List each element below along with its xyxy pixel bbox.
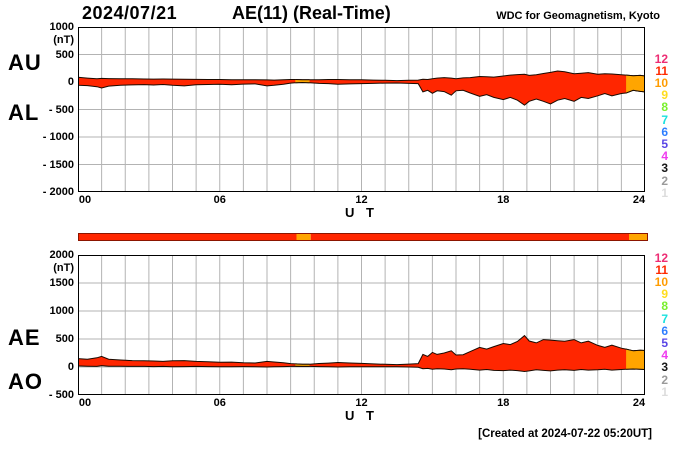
ytick-label: 2000 [49,249,74,261]
ytick-label: - 500 [48,389,74,401]
ytick-label: 1000 [49,21,74,33]
station-count-number: 1 [661,185,668,200]
xtick-label: 24 [632,397,646,409]
station-count-number: 11 [655,63,668,78]
status-colorbar [78,233,648,241]
au-label: AU [8,50,42,75]
unit-label: (nT) [53,262,74,274]
station-count-number: 3 [661,161,668,176]
station-count-number: 9 [661,287,668,302]
ae-label: AE [8,325,41,350]
chart-title: AE(11) (Real-Time) [232,3,391,23]
station-count-number: 5 [661,136,668,151]
organization-label: WDC for Geomagnetism, Kyoto [496,10,660,22]
xtick-label: 18 [497,194,510,206]
station-count-number: 7 [661,112,668,127]
created-timestamp: [Created at 2024-07-22 05:20UT] [478,428,652,440]
station-count-number: 7 [661,311,668,326]
xtick-label: 18 [497,397,510,409]
xtick-label: 12 [355,397,368,409]
chart-date: 2024/07/21 [82,3,178,23]
al-label: AL [8,100,40,125]
ytick-label: - 2000 [42,186,74,198]
ut-axis-label: U T [345,205,378,220]
ytick-label: 500 [55,333,74,345]
station-count-number: 6 [661,124,668,139]
xtick-label: 00 [78,397,92,409]
station-count-number: 10 [654,75,668,90]
ytick-label: 1000 [49,305,74,317]
station-count-number: 1 [661,384,668,399]
ytick-label: 0 [67,361,74,373]
ytick-label: 0 [67,76,74,88]
station-count-number: 8 [661,100,668,115]
xtick-label: 24 [632,194,646,206]
station-count-number: 8 [661,299,668,314]
ytick-label: 500 [55,48,74,61]
ut-axis-label: U T [345,408,378,423]
station-count-number: 2 [661,173,668,188]
station-count-number: 11 [655,262,668,277]
station-count-number: 10 [654,274,668,289]
ytick-label: - 500 [48,103,74,116]
xtick-label: 12 [355,194,368,206]
ytick-label: - 1500 [42,158,74,171]
station-count-number: 12 [654,250,668,265]
station-count-number: 4 [661,149,668,164]
station-count-number: 6 [661,323,668,338]
xtick-label: 06 [213,397,226,409]
top-panel-plot [78,27,645,192]
station-count-number: 3 [661,360,668,375]
station-count-number: 12 [654,51,668,66]
ytick-label: - 1000 [42,131,74,143]
bottom-panel-plot [78,255,645,395]
unit-label: (nT) [53,34,74,46]
ytick-label: 1500 [49,277,74,289]
station-count-number: 9 [661,88,668,103]
ao-label: AO [8,369,43,394]
station-count-number: 4 [661,348,668,363]
xtick-label: 00 [78,194,92,206]
station-count-number: 5 [661,335,668,350]
xtick-label: 06 [213,194,226,206]
station-count-number: 2 [661,372,668,387]
